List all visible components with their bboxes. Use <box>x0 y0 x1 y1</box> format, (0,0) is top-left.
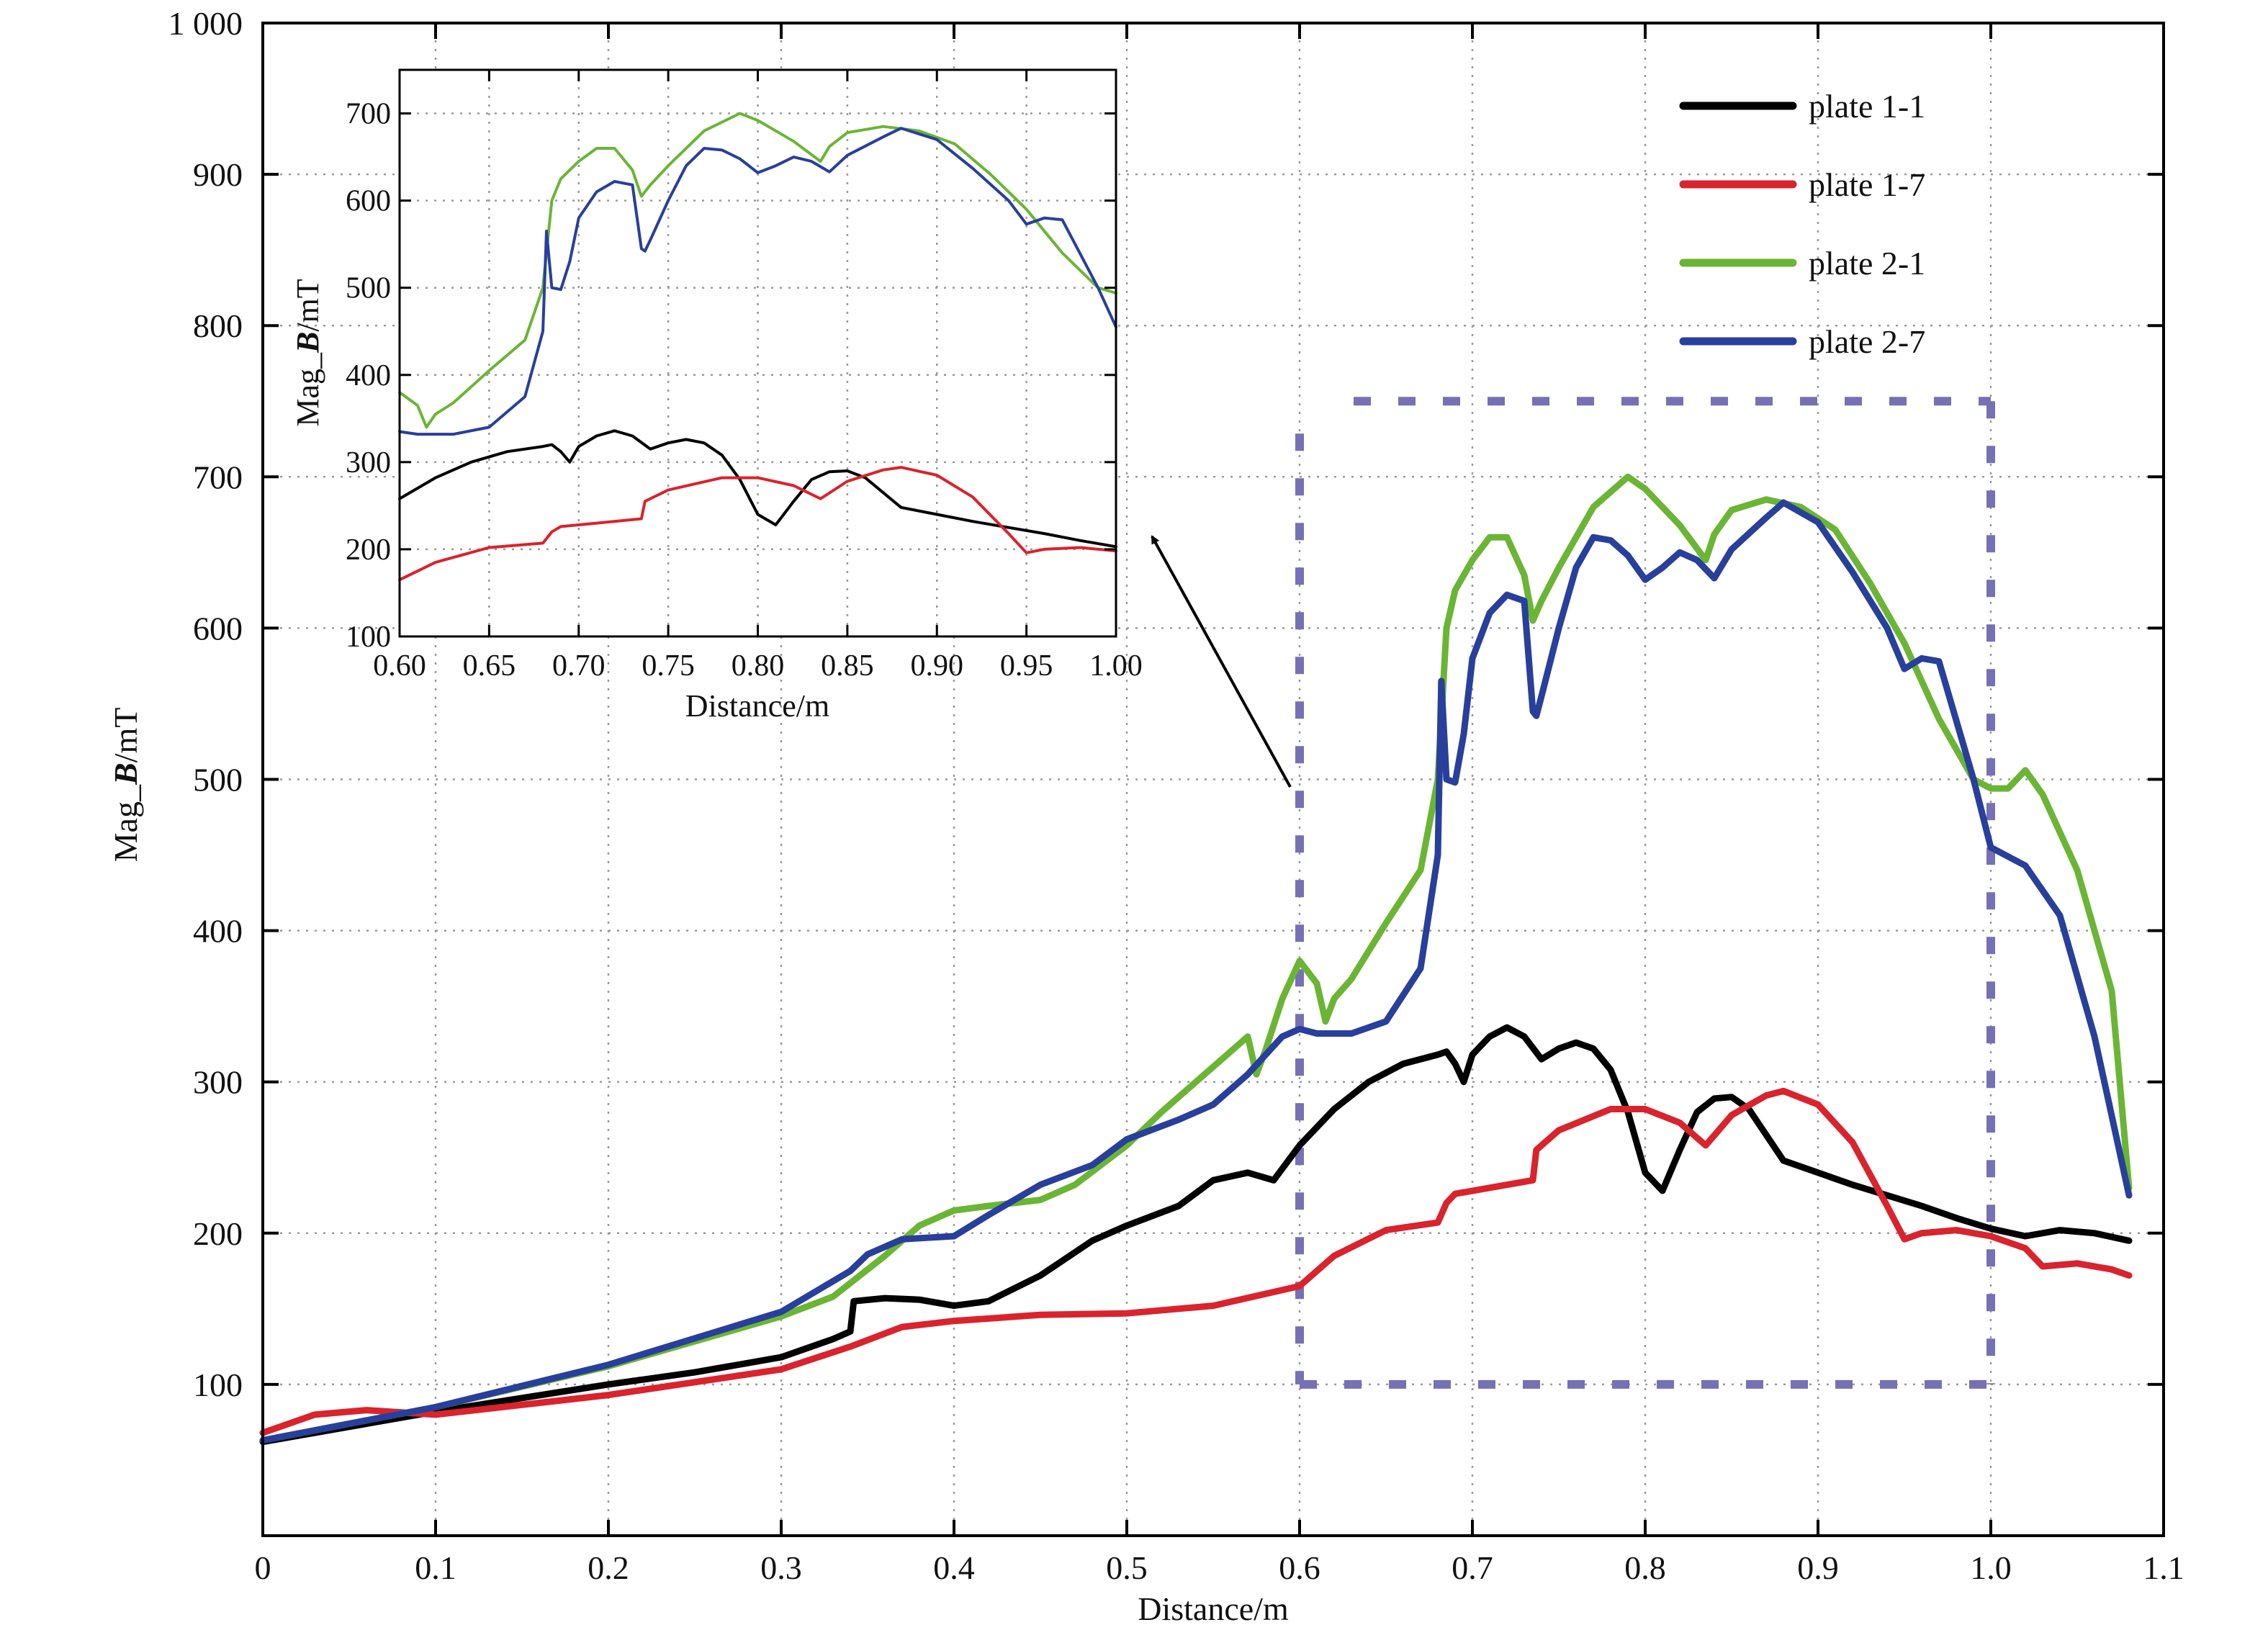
main-x-tick-label: 0.4 <box>933 1549 975 1586</box>
zoom-arrow <box>1151 535 1292 788</box>
main-chart: 0 0.1 0.2 0.3 0.4 0.5 0.6 0.7 0.8 0.9 1.0 1.1 100 200… <box>107 5 2184 1627</box>
main-y-axis-label: Mag_B/mT <box>107 708 144 863</box>
main-series <box>259 473 2133 1446</box>
main-y-tick-label: 500 <box>193 762 243 798</box>
highlight-box <box>1295 397 1995 1389</box>
main-x-tick-label: 1.1 <box>2143 1549 2184 1586</box>
inset-series-plate-2-7 <box>398 127 1117 436</box>
inset-x-tick-label: 0.60 <box>373 649 426 683</box>
inset-x-tick-label: 0.65 <box>463 649 516 683</box>
main-ticks: 0 0.1 0.2 0.3 0.4 0.5 0.6 0.7 0.8 0.9 1.0 1.1 100 200… <box>168 5 2184 1586</box>
legend-label: plate 1-1 <box>1809 88 1925 125</box>
inset-x-tick-label: 0.75 <box>642 649 695 683</box>
inset-chart: 0.60 0.65 0.70 0.75 0.80 0.85 0.90 0.95 1.00 100 2… <box>290 68 1143 724</box>
legend: plate 1-1 plate 1-7 plate 2-1 plate 2-7 <box>1679 88 1925 360</box>
inset-y-tick-label: 700 <box>346 98 391 131</box>
inset-x-tick-label: 0.85 <box>821 649 874 683</box>
inset-x-tick-label: 1.00 <box>1089 649 1143 683</box>
main-y-tick-label: 900 <box>193 156 243 193</box>
main-x-tick-label: 0.1 <box>415 1549 456 1586</box>
main-y-tick-label: 700 <box>193 459 243 495</box>
main-y-tick-label: 800 <box>193 307 243 344</box>
inset-x-axis-label: Distance/m <box>685 688 829 724</box>
inset-x-tick-label: 0.95 <box>1000 649 1053 683</box>
inset-y-tick-label: 200 <box>346 533 391 567</box>
main-x-tick-label: 0.9 <box>1797 1549 1839 1586</box>
inset-x-tick-label: 0.90 <box>911 649 964 683</box>
inset-y-axis-label: Mag_B/mT <box>290 279 325 426</box>
inset-y-tick-label: 300 <box>346 446 391 479</box>
main-series-plate-1-7 <box>259 1087 2133 1436</box>
main-x-tick-label: 0.7 <box>1452 1549 1493 1586</box>
main-x-tick-label: 0.6 <box>1279 1549 1320 1586</box>
legend-label: plate 2-7 <box>1809 323 1925 360</box>
main-x-tick-label: 0.8 <box>1624 1549 1666 1586</box>
main-x-axis-label: Distance/m <box>1138 1590 1289 1627</box>
inset-series-plate-2-1 <box>398 112 1117 429</box>
inset-y-tick-label: 500 <box>346 272 391 305</box>
inset-background <box>400 70 1116 636</box>
main-x-tick-label: 1.0 <box>1970 1549 2012 1586</box>
main-series-plate-2-1 <box>259 473 2133 1444</box>
main-y-tick-label: 300 <box>193 1064 243 1101</box>
inset-y-tick-label: 100 <box>346 621 391 654</box>
legend-label: plate 1-7 <box>1809 166 1925 203</box>
inset-y-tick-label: 600 <box>346 185 391 218</box>
main-y-tick-label: 600 <box>193 610 243 647</box>
main-y-tick-label: 200 <box>193 1215 243 1252</box>
main-x-tick-label: 0.5 <box>1106 1549 1148 1586</box>
inset-y-tick-label: 400 <box>346 359 391 392</box>
inset-ticks: 0.60 0.65 0.70 0.75 0.80 0.85 0.90 0.95 1.00 100 2… <box>346 70 1143 683</box>
main-y-tick-label: 400 <box>193 913 243 950</box>
inset-x-tick-label: 0.70 <box>552 649 606 683</box>
main-x-tick-label: 0 <box>255 1549 271 1586</box>
main-x-tick-label: 0.3 <box>760 1549 802 1586</box>
inset-series-plate-1-7 <box>398 466 1117 582</box>
inset-series <box>398 112 1117 582</box>
main-y-tick-label: 100 <box>193 1366 243 1403</box>
main-x-tick-label: 0.2 <box>588 1549 629 1586</box>
main-y-tick-label: 1 000 <box>168 5 243 42</box>
inset-x-tick-label: 0.80 <box>732 649 785 683</box>
inset-series-plate-1-1 <box>398 429 1117 549</box>
main-series-plate-2-7 <box>259 499 2133 1444</box>
legend-label: plate 2-1 <box>1809 245 1925 282</box>
inset-grid <box>400 70 1116 636</box>
main-series-plate-1-1 <box>259 1024 2133 1446</box>
